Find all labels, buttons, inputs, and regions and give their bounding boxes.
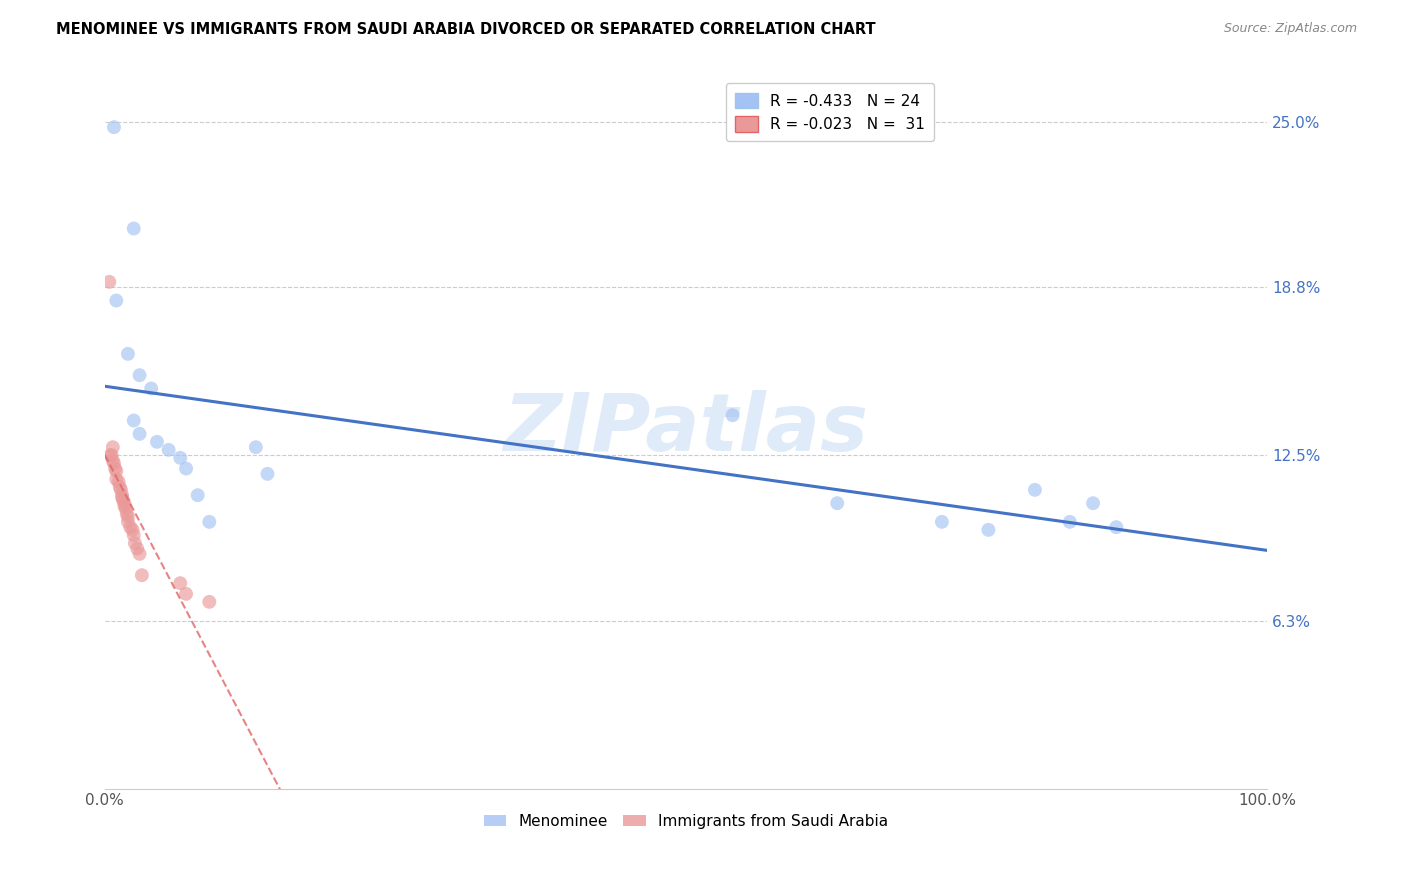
Point <box>100 448 122 462</box>
Point <box>103 120 125 135</box>
Point <box>117 347 139 361</box>
Point <box>157 442 180 457</box>
Point <box>100 448 122 462</box>
Point <box>122 413 145 427</box>
Point <box>825 496 848 510</box>
Point <box>1024 483 1046 497</box>
Point <box>115 507 138 521</box>
Point <box>198 595 221 609</box>
Point <box>114 501 136 516</box>
Point <box>101 440 124 454</box>
Point <box>104 461 127 475</box>
Point <box>105 472 128 486</box>
Point <box>114 496 136 510</box>
Point <box>128 426 150 441</box>
Point <box>101 453 124 467</box>
Point <box>131 568 153 582</box>
Point <box>111 488 134 502</box>
Point <box>112 493 135 508</box>
Point <box>141 382 163 396</box>
Point <box>111 491 134 505</box>
Point <box>128 368 150 383</box>
Point <box>110 483 132 497</box>
Point <box>174 587 197 601</box>
Point <box>105 293 128 308</box>
Point <box>931 515 953 529</box>
Point <box>128 547 150 561</box>
Point <box>169 450 191 465</box>
Point <box>169 576 191 591</box>
Legend: Menominee, Immigrants from Saudi Arabia: Menominee, Immigrants from Saudi Arabia <box>478 807 894 835</box>
Point <box>977 523 1000 537</box>
Point <box>105 464 128 478</box>
Point <box>124 536 146 550</box>
Point <box>127 541 149 556</box>
Text: ZIPatlas: ZIPatlas <box>503 390 869 467</box>
Point <box>108 480 131 494</box>
Point <box>98 275 121 289</box>
Point <box>245 440 267 454</box>
Point <box>198 515 221 529</box>
Point <box>114 499 136 513</box>
Point <box>146 434 169 449</box>
Point <box>187 488 209 502</box>
Point <box>103 456 125 470</box>
Point <box>122 221 145 235</box>
Point <box>117 509 139 524</box>
Point <box>1081 496 1104 510</box>
Point <box>107 475 129 489</box>
Point <box>1059 515 1081 529</box>
Point <box>117 515 139 529</box>
Text: MENOMINEE VS IMMIGRANTS FROM SAUDI ARABIA DIVORCED OR SEPARATED CORRELATION CHAR: MENOMINEE VS IMMIGRANTS FROM SAUDI ARABI… <box>56 22 876 37</box>
Text: Source: ZipAtlas.com: Source: ZipAtlas.com <box>1223 22 1357 36</box>
Point <box>174 461 197 475</box>
Point <box>256 467 278 481</box>
Point <box>121 523 143 537</box>
Point <box>1105 520 1128 534</box>
Point <box>120 520 142 534</box>
Point <box>721 408 744 422</box>
Point <box>122 528 145 542</box>
